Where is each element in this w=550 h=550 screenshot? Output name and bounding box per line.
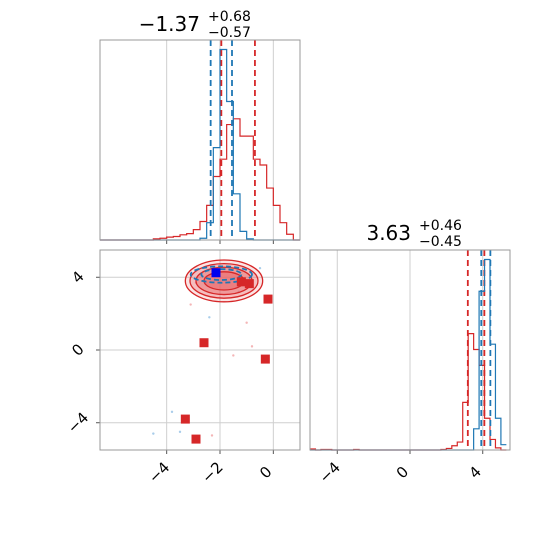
red-square-marker xyxy=(260,354,270,364)
title-sup: +0.68 xyxy=(208,9,251,25)
x-tick-label: −2 xyxy=(198,458,226,486)
red-square-marker xyxy=(199,338,209,348)
red-square-marker xyxy=(191,434,201,444)
x-tick-label: −4 xyxy=(145,458,173,486)
title-main: 3.63 xyxy=(366,221,411,245)
blue-histogram-line xyxy=(100,48,300,241)
sample-dot xyxy=(250,345,254,348)
sample-dot xyxy=(178,430,182,434)
red-square-marker xyxy=(236,277,246,287)
x-tick-label: 0 xyxy=(393,463,412,482)
bottom-right-title: 3.63 +0.46 −0.45 xyxy=(366,218,462,250)
bottom-right-histogram: −4 0 4 xyxy=(309,249,511,487)
x-tick-label: 0 xyxy=(256,463,275,482)
title-main: −1.37 xyxy=(139,12,200,36)
axes-frame xyxy=(309,249,511,451)
red-histogram-line xyxy=(100,118,300,241)
y-tick-label: −4 xyxy=(64,409,92,437)
y-tick-label: 0 xyxy=(68,340,87,359)
sample-dot xyxy=(170,410,174,414)
sample-dot xyxy=(258,266,262,270)
sample-dot xyxy=(210,434,214,437)
sample-dot xyxy=(232,354,235,357)
blue-square-marker xyxy=(211,268,221,278)
blue-contour xyxy=(200,268,243,281)
y-tick-label: 4 xyxy=(68,268,87,287)
blue-contour xyxy=(189,265,253,284)
blue-histogram-line xyxy=(310,258,507,451)
red-square-marker xyxy=(180,414,190,424)
red-square-marker xyxy=(244,279,254,289)
sample-dot xyxy=(208,316,211,319)
title-sub: −0.57 xyxy=(208,25,251,41)
x-tick-label: −4 xyxy=(316,458,344,486)
top-left-title: −1.37 +0.68 −0.57 xyxy=(139,9,251,41)
sample-dot xyxy=(152,432,155,435)
sample-dot xyxy=(245,321,248,324)
title-sup: +0.46 xyxy=(419,218,462,234)
axes-frame xyxy=(99,39,301,241)
x-tick-label: 4 xyxy=(465,463,484,482)
red-square-marker xyxy=(263,294,273,304)
red-histogram-line xyxy=(310,332,507,451)
title-sub: −0.45 xyxy=(419,234,462,250)
top-left-histogram xyxy=(99,39,301,244)
bottom-left-scatter: −4 −2 0 −4 0 4 xyxy=(64,249,301,487)
axes-frame xyxy=(99,249,301,451)
sample-dot xyxy=(189,303,192,306)
